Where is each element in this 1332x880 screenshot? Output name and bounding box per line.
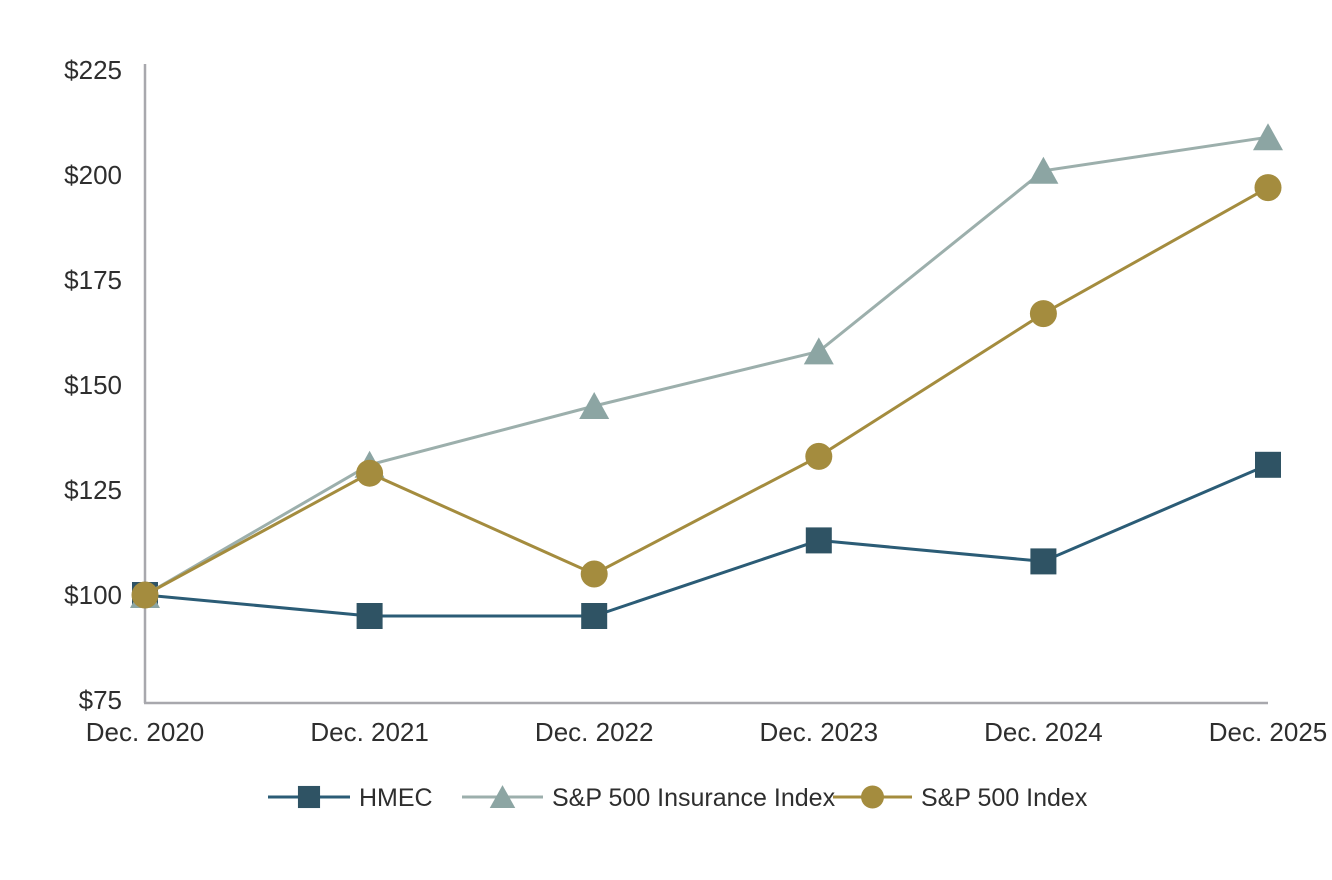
series-line-hmec bbox=[143, 463, 1270, 618]
series-line-s-p-500-insurance-index bbox=[143, 135, 1270, 597]
triangle-marker-icon bbox=[579, 392, 610, 419]
legend-label: S&P 500 Insurance Index bbox=[552, 784, 836, 812]
y-axis-tick-label: $75 bbox=[79, 685, 122, 715]
legend-item-s-p-500-index: S&P 500 Index bbox=[833, 784, 1088, 812]
y-axis-tick-label: $125 bbox=[64, 475, 122, 505]
triangle-marker-icon bbox=[489, 785, 516, 809]
square-marker-icon bbox=[1255, 451, 1281, 478]
legend-label: S&P 500 Index bbox=[921, 784, 1088, 812]
x-axis-tick-label: Dec. 2024 bbox=[984, 717, 1103, 747]
axes bbox=[143, 64, 1268, 705]
x-axis-labels: Dec. 2020 Dec. 2021 Dec. 2022 Dec. 2023 Dec.… bbox=[86, 717, 1328, 747]
triangle-marker-icon bbox=[1253, 123, 1283, 151]
square-marker-icon bbox=[581, 603, 608, 629]
y-axis-tick-label: $175 bbox=[64, 265, 122, 295]
series-line-s-p-500-index bbox=[143, 186, 1270, 597]
circle-marker-icon bbox=[131, 581, 159, 609]
series-hmec bbox=[132, 451, 1281, 629]
circle-marker-icon bbox=[356, 459, 384, 487]
series-s-p-500-index bbox=[131, 174, 1282, 609]
legend: HMEC S&P 500 Insurance Index S&P 500 Index bbox=[268, 784, 1088, 812]
x-axis-tick-label: Dec. 2025 bbox=[1209, 717, 1328, 747]
x-axis-tick-label: Dec. 2021 bbox=[310, 717, 429, 747]
series-s-p-500-insurance-index bbox=[130, 123, 1283, 608]
square-marker-icon bbox=[1030, 548, 1057, 575]
circle-marker-icon bbox=[805, 442, 833, 470]
x-axis-tick-label: Dec. 2022 bbox=[535, 717, 654, 747]
y-axis-tick-label: $100 bbox=[64, 580, 122, 610]
y-axis-tick-label: $200 bbox=[64, 160, 122, 190]
x-axis-tick-label: Dec. 2020 bbox=[86, 717, 205, 747]
triangle-marker-icon bbox=[803, 337, 834, 365]
square-marker-icon bbox=[297, 785, 321, 809]
legend-label: HMEC bbox=[359, 784, 433, 812]
circle-marker-icon bbox=[1254, 174, 1282, 202]
square-marker-icon bbox=[805, 527, 832, 554]
y-axis-tick-label: $225 bbox=[64, 55, 122, 85]
circle-marker-icon bbox=[580, 560, 608, 588]
triangle-marker-icon bbox=[1028, 156, 1059, 184]
circle-marker-icon bbox=[1029, 300, 1057, 328]
legend-item-s-p-500-insurance-index: S&P 500 Insurance Index bbox=[462, 784, 836, 812]
legend-item-hmec: HMEC bbox=[268, 784, 433, 812]
x-axis-tick-label: Dec. 2023 bbox=[760, 717, 879, 747]
square-marker-icon bbox=[356, 603, 383, 629]
y-axis-labels: $225 $200 $175 $150 $125 $100 $75 bbox=[64, 55, 122, 715]
circle-marker-icon bbox=[861, 785, 884, 809]
y-axis-tick-label: $150 bbox=[64, 370, 122, 400]
